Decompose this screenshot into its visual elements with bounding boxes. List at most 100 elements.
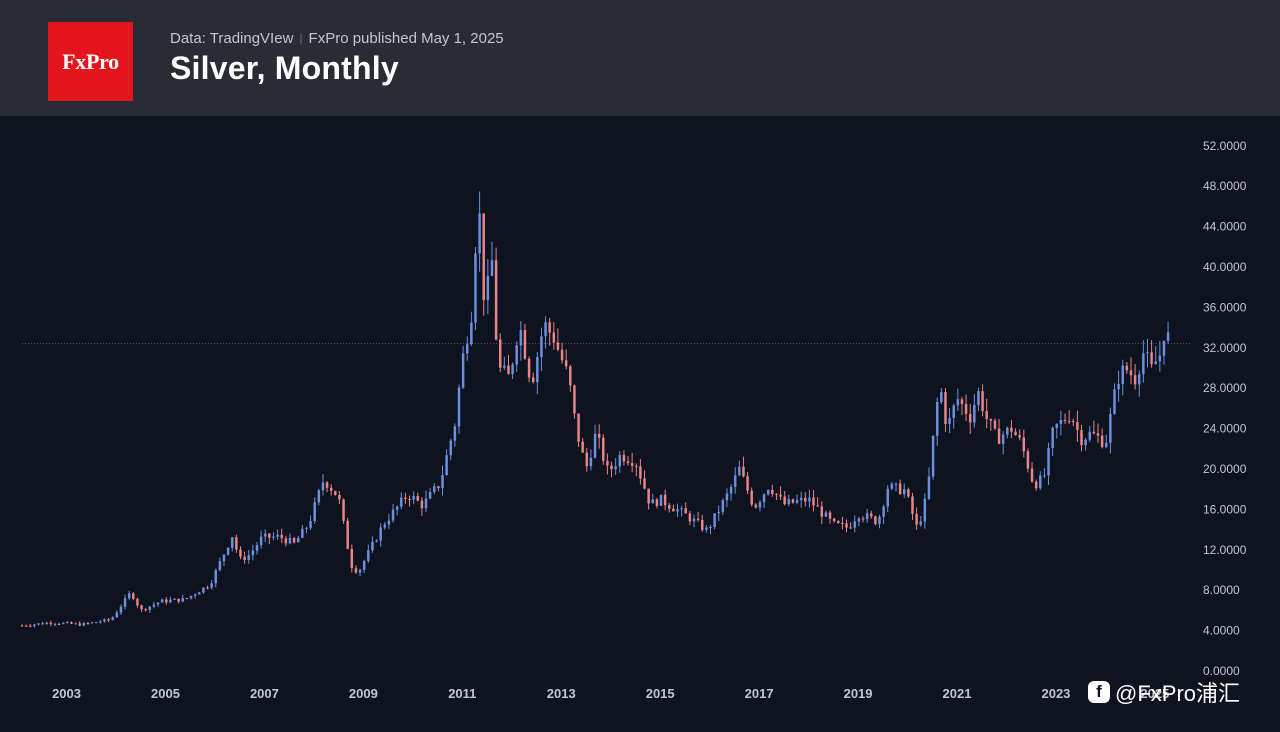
candle-body <box>280 534 283 539</box>
candle-body <box>927 476 931 499</box>
x-tick-label: 2013 <box>547 686 576 701</box>
candle-body <box>799 497 803 501</box>
candle-body <box>400 497 403 507</box>
y-tick-label: 52.0000 <box>1203 139 1247 153</box>
candle-body <box>226 547 230 555</box>
candle-body <box>1146 352 1149 354</box>
candle-body <box>1080 430 1083 446</box>
candle-body <box>581 441 584 453</box>
candle-body <box>185 598 189 600</box>
candle-body <box>556 342 560 350</box>
candle-body <box>527 358 531 378</box>
candle-body <box>870 513 873 517</box>
candle-body <box>519 329 523 346</box>
candle-body <box>663 494 667 506</box>
candle-body <box>132 593 135 599</box>
candle-body <box>470 322 473 345</box>
x-tick-label: 2019 <box>844 686 873 701</box>
candle-body <box>956 399 960 406</box>
y-tick-label: 32.0000 <box>1203 341 1247 355</box>
candle-body <box>903 489 906 495</box>
candle-body <box>1166 332 1170 341</box>
y-tick-label: 12.0000 <box>1203 543 1247 557</box>
candle-body <box>90 622 94 624</box>
candle-body <box>70 622 73 624</box>
y-tick-label: 8.0000 <box>1203 583 1240 597</box>
candle-body <box>1092 431 1096 434</box>
candle-body <box>367 550 370 561</box>
candle-body <box>334 490 337 496</box>
candle-body <box>1113 389 1116 414</box>
candle-body <box>787 499 791 505</box>
candle-body <box>960 399 964 404</box>
candle-body <box>1129 370 1133 376</box>
candle-body <box>82 623 86 626</box>
candle-body <box>123 598 127 607</box>
candle-body <box>1133 375 1137 385</box>
candle-body <box>391 509 395 521</box>
candle-body <box>214 570 217 584</box>
candle-body <box>1109 413 1112 443</box>
candle-body <box>775 493 778 495</box>
x-tick-label: 2007 <box>250 686 279 701</box>
candle-body <box>890 483 894 489</box>
candle-body <box>515 345 518 365</box>
candle-body <box>729 486 733 494</box>
candle-body <box>1059 420 1063 424</box>
candle-body <box>202 587 205 593</box>
candle-body <box>680 508 683 510</box>
candle-body <box>878 516 881 524</box>
candle-body <box>816 505 819 507</box>
candle-body <box>935 402 939 436</box>
candle-body <box>618 454 622 467</box>
candle-body <box>911 496 914 514</box>
candle-body <box>791 499 795 503</box>
candle-body <box>676 509 679 512</box>
candle-body <box>181 598 185 602</box>
candle-body <box>160 599 164 603</box>
candle-body <box>1105 442 1108 447</box>
candle-body <box>643 478 646 489</box>
candle-body <box>577 413 580 442</box>
candlestick-chart[interactable]: 52.0000 48.0000 44.0000 40.0000 36.0000 32.00… <box>0 116 1280 732</box>
candle-body <box>548 322 551 333</box>
candle-body <box>985 411 988 419</box>
candle-body <box>630 463 634 466</box>
candle-body <box>977 391 980 405</box>
candle-body <box>898 483 902 495</box>
candle-body <box>383 524 387 528</box>
candle-body <box>754 504 758 508</box>
candle-body <box>177 598 180 602</box>
candle-body <box>564 360 568 367</box>
candle-body <box>1100 435 1104 447</box>
candle-body <box>272 536 275 538</box>
candle-body <box>1158 355 1162 362</box>
candle-body <box>486 275 490 301</box>
candle-body <box>907 489 910 497</box>
candle-body <box>445 455 448 476</box>
candle-body <box>597 433 601 438</box>
candle-body <box>498 339 502 368</box>
candle-body <box>119 606 123 613</box>
candle-body <box>1088 431 1091 440</box>
y-tick-label: 24.0000 <box>1203 422 1247 436</box>
candle-body <box>758 502 762 508</box>
candle-body <box>127 593 131 599</box>
y-tick-label: 44.0000 <box>1203 220 1247 234</box>
candle-body <box>350 548 354 569</box>
candle-body <box>1043 475 1046 477</box>
candle-body <box>33 624 36 626</box>
candle-body <box>461 353 465 388</box>
candle-body <box>490 260 494 276</box>
watermark: f @FxPro浦汇 <box>1088 676 1240 708</box>
candle-body <box>573 385 576 414</box>
candle-body <box>812 497 815 506</box>
candle-body <box>655 499 659 506</box>
y-tick-label: 4.0000 <box>1203 624 1240 638</box>
candle-body <box>1162 340 1166 356</box>
candle-body <box>824 512 828 517</box>
candle-body <box>915 513 918 525</box>
candle-body <box>841 522 844 524</box>
candle-body <box>700 519 704 530</box>
candle-body <box>837 521 840 523</box>
